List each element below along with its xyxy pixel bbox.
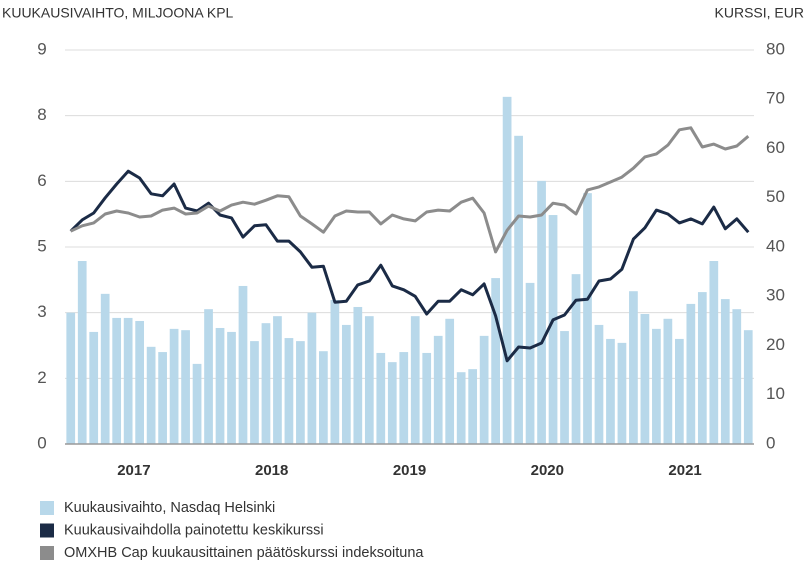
bar: [433, 335, 443, 444]
bar: [100, 293, 110, 444]
y2-tick-label: 0: [766, 433, 775, 452]
legend-swatch: [40, 501, 54, 515]
bar: [66, 312, 76, 444]
bar: [353, 306, 363, 444]
bar: [146, 346, 156, 444]
bar: [399, 352, 409, 444]
x-tick-label: 2021: [668, 462, 701, 479]
bar: [502, 96, 512, 444]
y2-tick-label: 30: [766, 286, 785, 305]
y-axis-label: KUUKAUSIVAIHTO, MILJOONA KPL: [2, 5, 234, 21]
bar: [640, 313, 650, 444]
bar: [468, 369, 478, 444]
bar: [629, 291, 638, 444]
bar: [663, 318, 673, 444]
bar: [227, 331, 236, 444]
bar: [169, 328, 179, 444]
bar: [537, 180, 546, 444]
bar: [89, 331, 99, 444]
bar: [445, 318, 455, 444]
bar: [514, 135, 523, 444]
bar: [617, 342, 627, 444]
y-tick-label: 3: [37, 302, 46, 321]
legend-swatch: [40, 523, 54, 538]
bar: [135, 320, 145, 444]
bar: [284, 338, 294, 444]
bar: [273, 316, 282, 444]
legend-label: OMXHB Cap kuukausittainen päätöskurssi i…: [64, 545, 424, 561]
bar: [341, 324, 351, 444]
y-tick-label: 5: [37, 236, 46, 255]
bar: [215, 327, 225, 444]
bar: [732, 309, 742, 444]
bar: [491, 278, 500, 444]
bar: [479, 335, 489, 444]
y2-axis-label: KURSSI, EUR: [715, 5, 804, 21]
bar: [261, 323, 271, 444]
bar: [525, 282, 535, 444]
x-tick-label: 2017: [117, 462, 150, 479]
y-tick-label: 8: [37, 105, 46, 124]
bar: [410, 316, 420, 444]
bar: [77, 261, 87, 444]
bar: [319, 351, 328, 444]
bar: [697, 292, 707, 444]
bar: [387, 362, 397, 444]
y2-tick-label: 60: [766, 138, 785, 157]
y-tick-label: 0: [37, 433, 46, 452]
bar: [204, 309, 213, 444]
line: [70, 126, 750, 254]
x-tick-label: 2018: [255, 462, 288, 479]
bar: [192, 363, 202, 444]
bar: [112, 317, 122, 444]
y2-tick-label: 40: [766, 236, 785, 255]
bar: [330, 299, 340, 444]
bar: [456, 372, 466, 444]
bar: [594, 324, 604, 444]
legend-label: Kuukausivaihto, Nasdaq Helsinki: [64, 500, 275, 516]
bar: [376, 352, 386, 444]
bar: [686, 303, 696, 444]
bar: [123, 317, 133, 444]
bar: [743, 330, 753, 444]
y2-tick-label: 10: [766, 384, 785, 403]
y-tick-label: 9: [37, 39, 46, 58]
bar: [606, 338, 615, 444]
bar: [238, 285, 248, 444]
bar: [422, 352, 432, 444]
bar: [307, 312, 317, 444]
y2-tick-label: 70: [766, 89, 785, 108]
bar: [709, 261, 719, 444]
line: [69, 169, 750, 363]
bar: [296, 341, 305, 444]
bar: [674, 338, 684, 444]
legend-label: Kuukausivaihdolla painotettu keskikurssi: [64, 522, 324, 538]
bar: [583, 193, 592, 444]
x-tick-label: 2020: [531, 462, 564, 479]
bar: [571, 274, 581, 444]
y-tick-label: 6: [37, 171, 46, 190]
bar: [181, 330, 190, 444]
bar: [720, 299, 730, 444]
x-tick-label: 2019: [393, 462, 426, 479]
bar: [652, 328, 661, 444]
y2-tick-label: 20: [766, 335, 785, 354]
bar: [158, 352, 167, 444]
bar: [560, 331, 569, 444]
legend-swatch: [40, 546, 54, 560]
bar: [364, 316, 374, 444]
bar: [250, 341, 259, 444]
y-tick-label: 2: [37, 368, 46, 387]
y2-tick-label: 50: [766, 187, 785, 206]
bar: [548, 215, 558, 444]
y2-tick-label: 80: [766, 39, 785, 58]
